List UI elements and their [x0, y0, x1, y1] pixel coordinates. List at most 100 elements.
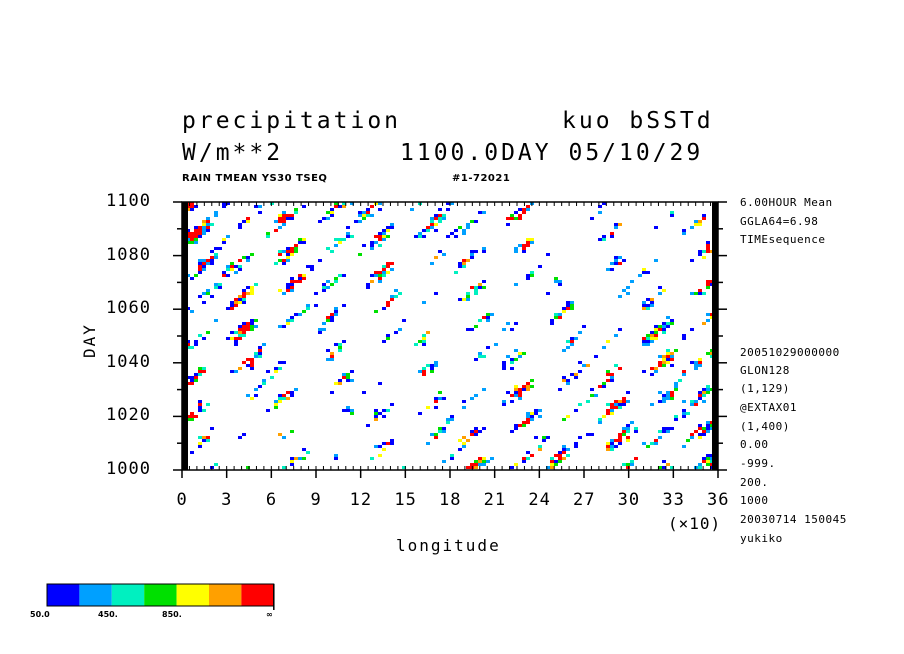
precip-cell — [450, 457, 454, 460]
precip-cell — [202, 262, 206, 265]
precip-cell — [382, 268, 386, 271]
precip-cell — [326, 217, 330, 220]
precip-cell — [706, 352, 710, 355]
precip-cell — [610, 403, 614, 406]
precip-cell — [486, 346, 490, 349]
precip-cell — [450, 415, 454, 418]
precip-cell — [694, 367, 698, 370]
precip-cell — [646, 337, 650, 340]
precip-cell — [450, 418, 454, 421]
precip-cell — [206, 439, 210, 442]
precip-cell — [514, 283, 518, 286]
precip-cell — [254, 325, 258, 328]
precip-cell — [190, 208, 194, 211]
precip-cell — [706, 463, 710, 466]
plot-frame — [173, 201, 727, 478]
precip-cell — [398, 328, 402, 331]
precip-cell — [222, 202, 226, 205]
precip-cell — [422, 334, 426, 337]
precip-cell — [382, 409, 386, 412]
precip-cell — [610, 373, 614, 376]
precip-cell — [434, 364, 438, 367]
precip-cell — [434, 406, 438, 409]
y-tick-label: 1000 — [106, 459, 151, 479]
precip-cell — [226, 274, 230, 277]
precip-cell — [610, 268, 614, 271]
precip-cell — [662, 331, 666, 334]
precip-cell — [378, 454, 382, 457]
precip-cell — [474, 427, 478, 430]
precip-cell — [478, 211, 482, 214]
precip-cell — [482, 316, 486, 319]
precip-cell — [466, 223, 470, 226]
precip-cell — [378, 244, 382, 247]
precip-cell — [462, 298, 466, 301]
precip-cell — [446, 208, 450, 211]
precip-cell — [294, 250, 298, 253]
precip-cell — [282, 211, 286, 214]
precip-cell — [526, 457, 530, 460]
precip-cell — [562, 307, 566, 310]
precip-cell — [286, 250, 290, 253]
precip-cell — [398, 292, 402, 295]
precip-cell — [622, 463, 626, 466]
precip-cell — [678, 379, 682, 382]
precip-cell — [550, 463, 554, 466]
precip-cell — [522, 421, 526, 424]
precip-cell — [370, 274, 374, 277]
precip-cell — [274, 370, 278, 373]
precip-cell — [674, 415, 678, 418]
precip-cell — [438, 430, 442, 433]
precip-cell — [702, 256, 706, 259]
precip-cell — [530, 238, 534, 241]
precip-cell — [254, 283, 258, 286]
precip-cell — [338, 274, 342, 277]
precip-cell — [342, 340, 346, 343]
precip-cell — [390, 403, 394, 406]
side-info-14: yukiko — [740, 532, 783, 545]
precip-cell — [698, 427, 702, 430]
x-tick-label: 33 — [662, 490, 685, 510]
precip-cell — [706, 283, 710, 286]
precip-cell — [702, 457, 706, 460]
precip-cell — [394, 289, 398, 292]
precip-cell — [454, 271, 458, 274]
precip-cell — [590, 433, 594, 436]
precip-cell — [458, 448, 462, 451]
precip-cell — [378, 238, 382, 241]
precip-cell — [598, 238, 602, 241]
precip-cell — [294, 457, 298, 460]
precip-cell — [662, 427, 666, 430]
precip-cell — [238, 268, 242, 271]
precip-cell — [290, 280, 294, 283]
precip-cell — [706, 250, 710, 253]
precip-cell — [478, 319, 482, 322]
precip-cell — [658, 325, 662, 328]
precip-cell — [350, 409, 354, 412]
precip-cell — [578, 370, 582, 373]
precip-cell — [650, 367, 654, 370]
precip-cell — [702, 388, 706, 391]
precip-cell — [290, 460, 294, 463]
precip-cell — [198, 295, 202, 298]
precip-cell — [526, 385, 530, 388]
precip-cell — [346, 226, 350, 229]
precip-cell — [674, 388, 678, 391]
precip-cell — [282, 325, 286, 328]
precip-cell — [262, 343, 266, 346]
precip-cell — [378, 274, 382, 277]
precip-cell — [382, 442, 386, 445]
precip-cell — [342, 376, 346, 379]
precip-cell — [194, 235, 198, 238]
precip-cell — [194, 241, 198, 244]
precip-cell — [234, 331, 238, 334]
precip-cell — [350, 370, 354, 373]
precip-cell — [306, 265, 310, 268]
precip-cell — [346, 406, 350, 409]
precip-cell — [238, 367, 242, 370]
precip-cell — [322, 217, 326, 220]
precip-cell — [646, 298, 650, 301]
precip-cell — [510, 328, 514, 331]
precip-cell — [322, 289, 326, 292]
precip-cell — [238, 328, 242, 331]
